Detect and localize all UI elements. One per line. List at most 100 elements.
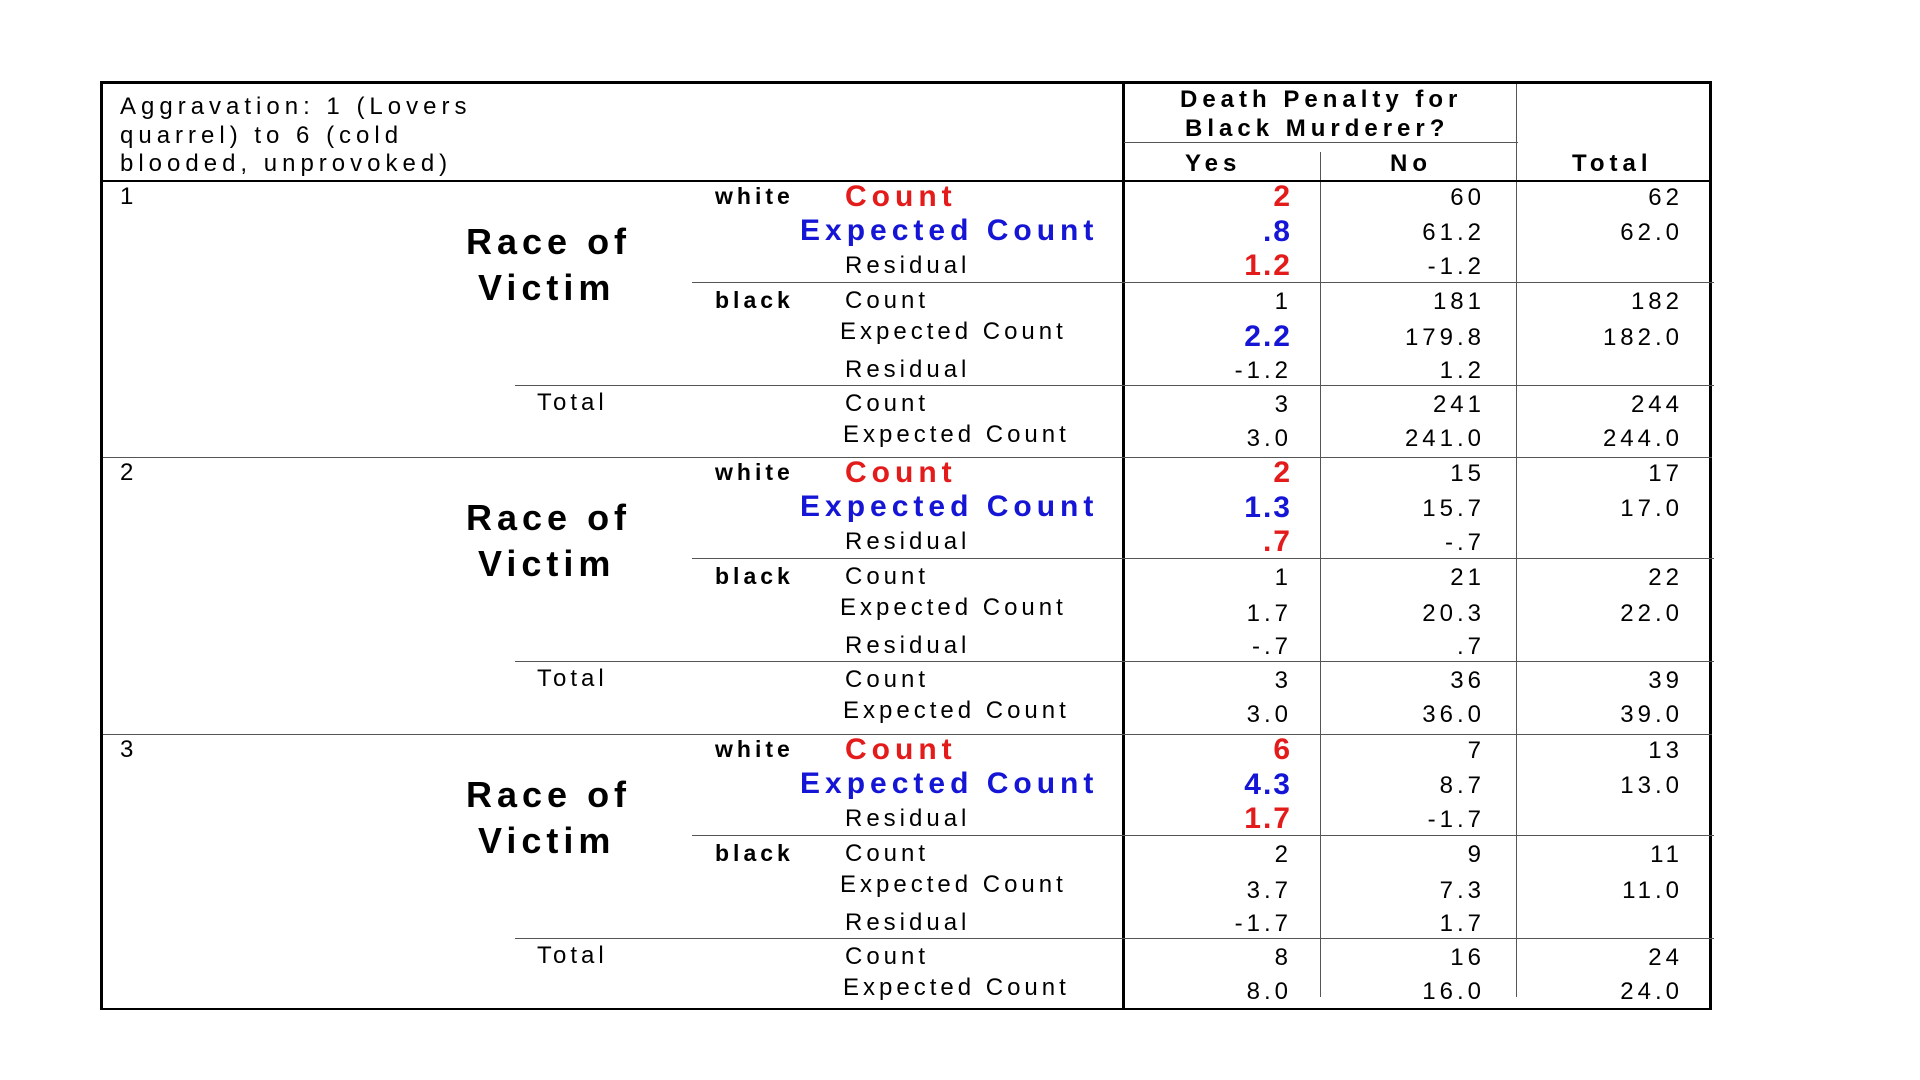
statistic-label-count: Count [845,287,930,314]
total-label: Total [537,389,608,416]
table-cell: 24 [1648,944,1683,971]
table-cell: .7 [1456,633,1485,660]
total-label: Total [537,665,608,692]
table-cell: 15.7 [1422,495,1485,522]
table-cell: 3 [1274,667,1292,694]
statistic-label-count: Count [845,456,957,489]
race-label-white: white [715,183,794,209]
race-of-victim-label: Victim [478,820,616,861]
table-cell: 11.0 [1622,877,1683,904]
race-label-black: black [715,563,794,589]
statistic-label-expected-count: Expected Count [800,490,1099,523]
table-cell: 20.3 [1422,600,1485,627]
race-label-white: white [715,459,794,485]
table-cell: 7.3 [1439,877,1485,904]
aggravation-level: 2 [120,459,139,486]
table-cell: 60 [1450,184,1485,211]
statistic-label-expected-count: Expected Count [800,767,1099,800]
race-label-white: white [715,736,794,762]
table-cell: 13.0 [1620,772,1683,799]
header-bottom-border [100,180,1712,182]
statistic-label-expected-count: Expected Count [843,974,1070,1001]
black-row-separator [692,835,1714,836]
table-cell: .8 [1262,215,1292,248]
table-cell: 62 [1648,184,1683,211]
aggravation-level: 1 [120,183,139,210]
statistic-label-count: Count [845,563,930,590]
total-label: Total [537,942,608,969]
table-cell: 1.7 [1244,802,1292,835]
table-cell: 62.0 [1620,219,1683,246]
statistic-label-expected-count: Expected Count [800,214,1099,247]
statistic-label-residual: Residual [845,909,971,936]
table-cell: 13 [1648,737,1683,764]
statistic-label-residual: Residual [845,528,971,555]
death-penalty-header-line-1: Death Penalty for [1180,86,1463,113]
statistic-label-count: Count [845,733,957,766]
table-cell: 39.0 [1620,701,1683,728]
group-separator [103,457,1712,458]
statistic-label-count: Count [845,943,930,970]
column-header-total: Total [1572,150,1653,177]
table-cell: 1 [1274,288,1292,315]
death-penalty-header-line-2: Black Murderer? [1185,115,1450,142]
table-cell: 3.0 [1246,701,1292,728]
aggravation-header-line-3: blooded, unprovoked) [120,150,453,177]
table-bottom-border [100,1008,1712,1010]
statistic-label-residual: Residual [845,356,971,383]
table-cell: 24.0 [1620,978,1683,1005]
statistic-label-residual: Residual [845,805,971,832]
total-row-separator [515,385,1714,386]
table-cell: 8 [1274,944,1292,971]
statistic-label-residual: Residual [845,252,971,279]
table-cell: 15 [1450,460,1485,487]
table-cell: 241.0 [1404,425,1485,452]
table-cell: 17 [1648,460,1683,487]
table-cell: 2.2 [1244,320,1292,353]
statistic-label-expected-count: Expected Count [843,697,1070,724]
table-cell: 39 [1648,667,1683,694]
table-cell: 1.2 [1439,357,1485,384]
table-cell: 9 [1467,841,1485,868]
table-cell: 36 [1450,667,1485,694]
table-cell: 1.2 [1244,249,1292,282]
table-cell: -1.7 [1234,910,1292,937]
table-top-border [100,81,1712,84]
table-cell: -.7 [1251,633,1292,660]
table-cell: 1 [1274,564,1292,591]
table-cell: 179.8 [1404,324,1485,351]
table-cell: 3.0 [1246,425,1292,452]
table-cell: -.7 [1444,529,1485,556]
table-cell: 17.0 [1620,495,1683,522]
table-cell: 244 [1630,391,1683,418]
table-cell: 6 [1273,733,1292,766]
statistic-label-residual: Residual [845,632,971,659]
table-cell: 36.0 [1422,701,1485,728]
table-cell: 7 [1467,737,1485,764]
table-cell: 8.7 [1439,772,1485,799]
statistic-label-expected-count: Expected Count [843,421,1070,448]
column-header-yes: Yes [1185,150,1242,177]
black-row-separator [692,558,1714,559]
yes-column-left-border [1122,81,1125,1010]
table-cell: 1.7 [1439,910,1485,937]
group-separator [103,734,1712,735]
table-cell: 244.0 [1602,425,1683,452]
table-cell: 11 [1650,841,1683,868]
table-cell: 8.0 [1246,978,1292,1005]
total-row-separator [515,661,1714,662]
table-cell: 21 [1450,564,1485,591]
table-cell: 181 [1432,288,1485,315]
race-of-victim-label: Race of [466,221,632,262]
aggravation-header-line-1: Aggravation: 1 (Lovers [120,93,472,120]
table-cell: 3 [1274,391,1292,418]
table-cell: 1.3 [1244,491,1292,524]
table-cell: -1.2 [1427,253,1485,280]
race-of-victim-label: Race of [466,497,632,538]
statistic-label-count: Count [845,390,930,417]
table-cell: 2 [1273,180,1292,213]
race-of-victim-label: Victim [478,543,616,584]
table-cell: 1.7 [1246,600,1292,627]
race-label-black: black [715,840,794,866]
table-cell: 2 [1273,456,1292,489]
